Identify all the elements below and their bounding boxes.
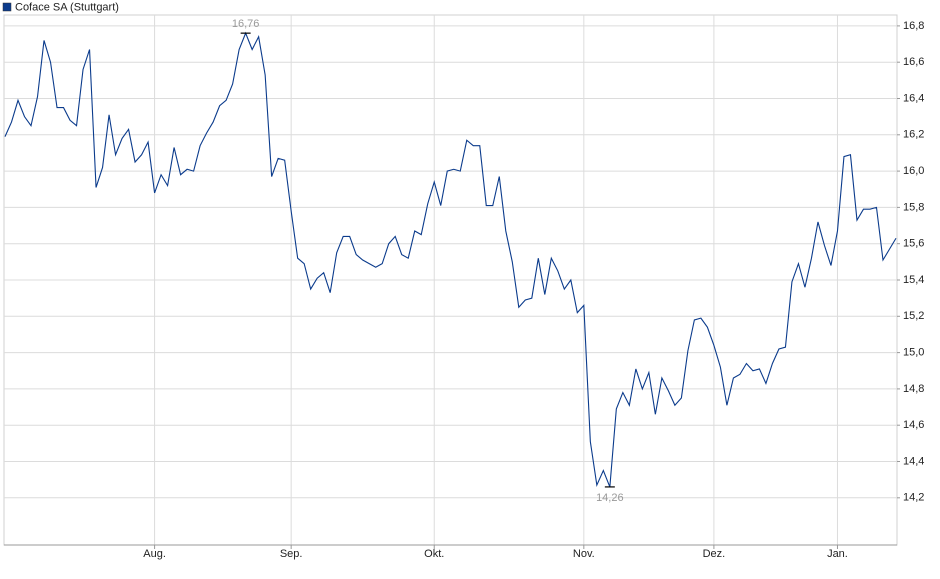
x-tick-label: Sep. [280, 548, 303, 560]
value-label: 14,26 [596, 492, 624, 504]
value-label: 16,76 [232, 18, 260, 30]
legend-swatch [2, 2, 12, 12]
x-tick-label: Okt. [424, 548, 444, 560]
y-tick-label: 15,4 [903, 274, 924, 286]
x-tick-label: Jan. [827, 548, 848, 560]
y-tick-label: 14,4 [903, 455, 924, 467]
y-tick-label: 16,6 [903, 56, 924, 68]
y-tick-label: 15,0 [903, 347, 924, 359]
price-line [4, 31, 897, 488]
y-tick-label: 16,0 [903, 165, 924, 177]
legend-label: Coface SA (Stuttgart) [15, 1, 119, 13]
x-tick-label: Nov. [573, 548, 595, 560]
y-tick-label: 14,2 [903, 492, 924, 504]
y-tick-label: 16,8 [903, 20, 924, 32]
y-tick-label: 14,8 [903, 383, 924, 395]
x-tick-label: Dez. [703, 548, 726, 560]
y-tick-label: 15,6 [903, 238, 924, 250]
y-tick-label: 15,8 [903, 201, 924, 213]
y-tick-label: 16,4 [903, 92, 924, 104]
y-tick-label: 14,6 [903, 419, 924, 431]
y-tick-label: 15,2 [903, 310, 924, 322]
x-tick-label: Aug. [143, 548, 166, 560]
y-tick-label: 16,2 [903, 129, 924, 141]
